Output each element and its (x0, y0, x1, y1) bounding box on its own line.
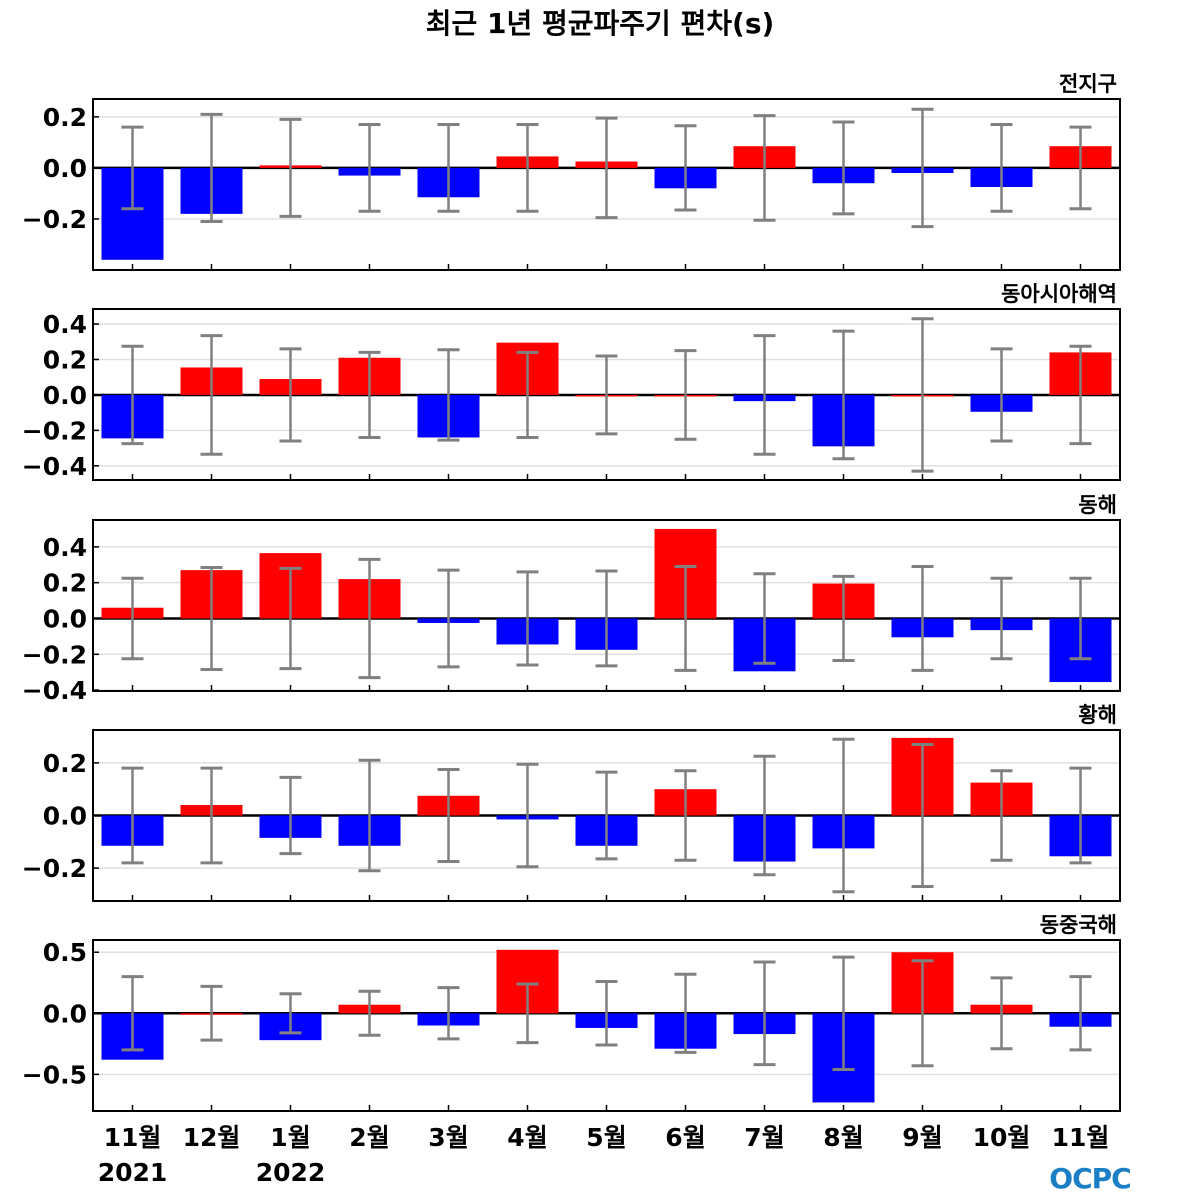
panel-title: 동해 (1078, 493, 1117, 517)
x-tick-label: 2월 (349, 1123, 389, 1152)
year-label: 2022 (256, 1158, 326, 1187)
y-tick-label: 0.4 (43, 310, 87, 339)
y-tick-label: −0.2 (22, 416, 87, 445)
y-tick-label: 0.5 (43, 938, 87, 967)
y-tick-label: −0.4 (22, 452, 87, 481)
x-tick-label: 9월 (902, 1123, 942, 1152)
x-tick-label: 6월 (665, 1123, 705, 1152)
panel-frame (92, 519, 1121, 692)
panel-frame (92, 729, 1121, 902)
x-tick-label: 12월 (183, 1123, 241, 1152)
panel-frame (92, 98, 1121, 271)
panel-title: 전지구 (1059, 72, 1117, 96)
y-tick-label: −0.2 (22, 854, 87, 883)
x-tick-label: 11월 (104, 1123, 162, 1152)
x-tick-label: 4월 (507, 1123, 547, 1152)
panel-1: 동아시아해역 0.4 0.2 0.0 −0.2 −0.4 (22, 282, 1121, 481)
panel-4: 동중국해 0.5 0.0 −0.5 (22, 913, 1121, 1112)
y-tick-label: −0.2 (22, 640, 87, 669)
panel-2: 동해 0.4 0.2 0.0 −0.2 −0.4 (22, 493, 1121, 705)
y-tick-label: 0.0 (43, 999, 87, 1028)
y-tick-label: 0.4 (43, 533, 87, 562)
panel-title: 황해 (1078, 703, 1117, 727)
x-tick-label: 5월 (586, 1123, 626, 1152)
x-tick-label: 8월 (823, 1123, 863, 1152)
y-tick-label: 0.2 (43, 346, 87, 375)
panel-0: 전지구 0.2 0.0 −0.2 (22, 72, 1121, 271)
panel-3: 황해 0.2 0.0 −0.2 (22, 703, 1121, 902)
y-tick-label: −0.2 (22, 205, 87, 234)
y-tick-label: −0.5 (22, 1060, 87, 1089)
y-tick-label: 0.0 (43, 154, 87, 183)
panel-frame (92, 939, 1121, 1112)
y-tick-label: 0.0 (43, 381, 87, 410)
y-tick-label: 0.2 (43, 569, 87, 598)
svg-text:OCPC: OCPC (1049, 1162, 1130, 1195)
year-label: 2021 (98, 1158, 168, 1187)
x-tick-label: 3월 (428, 1123, 468, 1152)
panel-frame (92, 308, 1121, 481)
ocpc-logo: OCPC (1049, 1162, 1131, 1195)
y-tick-label: 0.0 (43, 604, 87, 633)
y-tick-label: 0.2 (43, 103, 87, 132)
y-tick-label: −0.4 (22, 676, 87, 705)
chart-title: 최근 1년 평균파주기 편차(s) (426, 7, 775, 40)
panel-title: 동아시아해역 (1001, 282, 1117, 306)
x-tick-label: 1월 (270, 1123, 310, 1152)
x-tick-label: 10월 (973, 1123, 1031, 1152)
y-tick-label: 0.0 (43, 802, 87, 831)
y-tick-label: 0.2 (43, 749, 87, 778)
panel-title: 동중국해 (1040, 913, 1117, 937)
x-tick-label: 11월 (1052, 1123, 1110, 1152)
x-tick-label: 7월 (744, 1123, 784, 1152)
